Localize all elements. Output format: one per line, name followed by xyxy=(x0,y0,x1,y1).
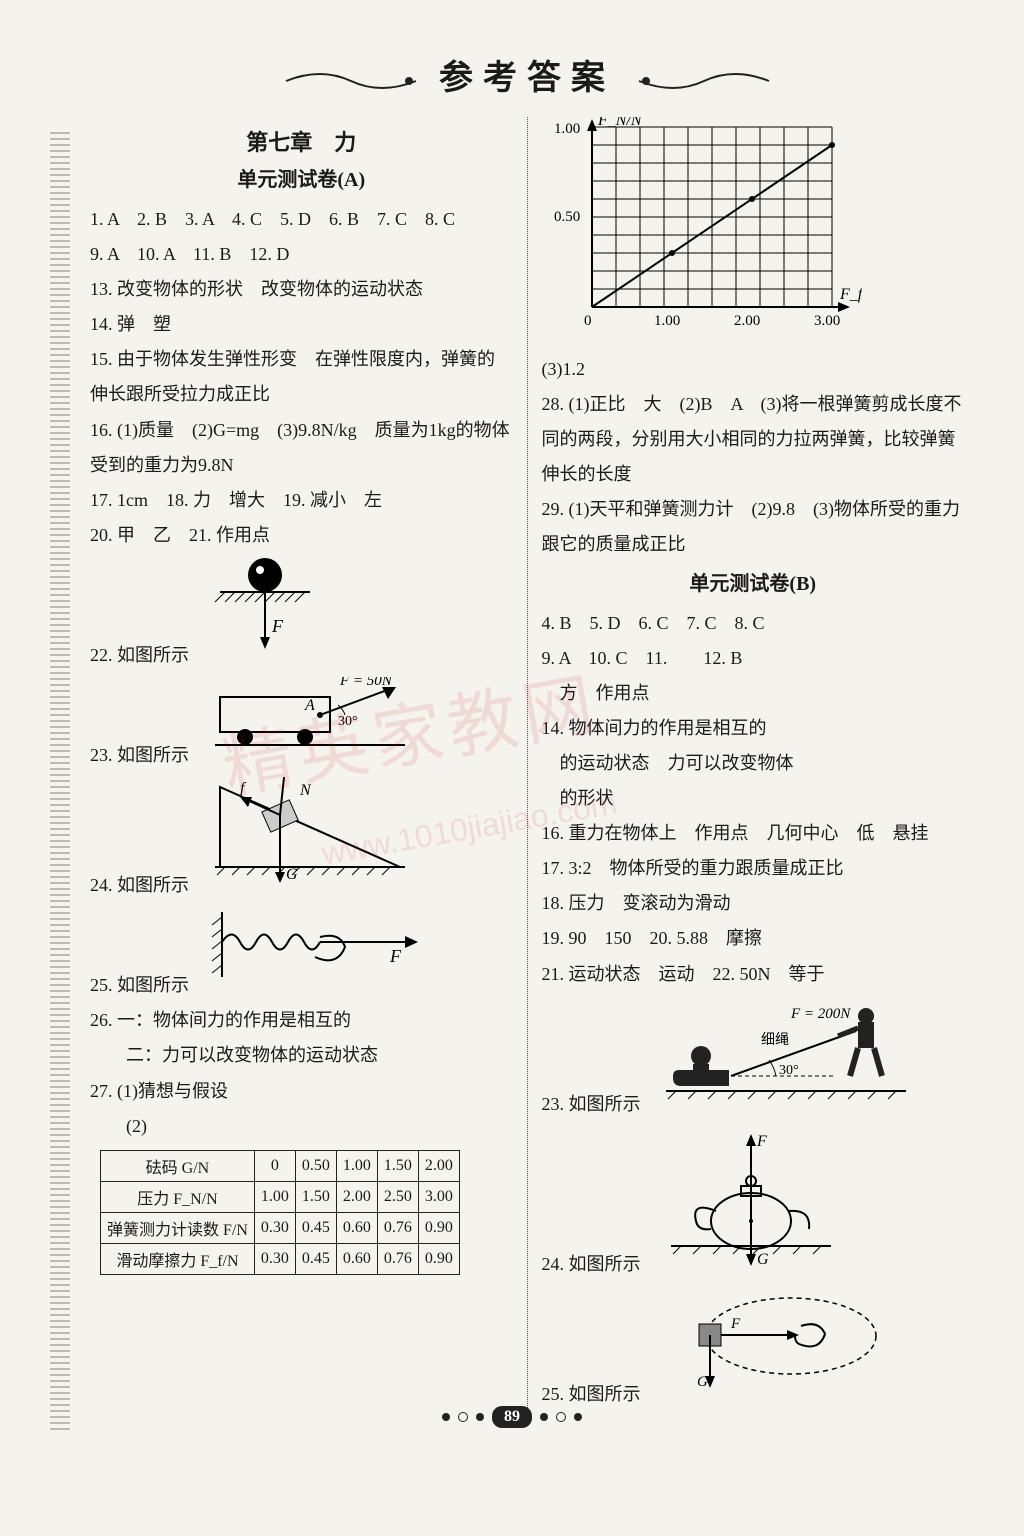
answer-23: 23. 如图所示 A F = 50N 30° xyxy=(90,673,513,773)
answer-28: 28. (1)正比 大 (2)B A (3)将一根弹簧剪成长度不同的两段，分别用… xyxy=(542,387,965,492)
answer-b16: 16. 重力在物体上 作用点 几何中心 低 悬挂 xyxy=(542,816,965,851)
page-footer: 89 xyxy=(0,1406,1024,1428)
answers-b-mc1: 4. B 5. D 6. C 7. C 8. C xyxy=(542,606,965,641)
table-row: 压力 F_N/N1.001.502.002.503.00 xyxy=(101,1181,460,1212)
answer-b24: 24. 如图所示 F G xyxy=(542,1122,965,1282)
svg-text:F: F xyxy=(756,1133,767,1150)
table-27: 砝码 G/N00.501.001.502.00 压力 F_N/N1.001.50… xyxy=(100,1150,460,1275)
answer-b17: 17. 3:2 物体所受的重力跟质量成正比 xyxy=(542,851,965,886)
decorative-border-left xyxy=(50,130,70,1430)
table-row: 滑动摩擦力 F_f/N0.300.450.600.760.90 xyxy=(101,1243,460,1274)
answer-b23: 23. 如图所示 30° 细绳 F = 200N xyxy=(542,992,965,1122)
page-title: 参考答案 xyxy=(90,50,964,99)
svg-text:30°: 30° xyxy=(779,1063,799,1078)
svg-text:细绳: 细绳 xyxy=(761,1032,789,1048)
svg-text:1.00: 1.00 xyxy=(654,313,680,329)
figure-25-spring-icon: F xyxy=(210,907,430,987)
answer-b18: 18. 压力 变滚动为滑动 xyxy=(542,886,965,921)
answer-25: 25. 如图所示 F xyxy=(90,903,513,1003)
svg-text:A: A xyxy=(304,697,315,714)
answer-b19-20: 19. 90 150 20. 5.88 摩擦 xyxy=(542,921,965,956)
answer-26b: 二：力可以改变物体的运动状态 xyxy=(90,1038,513,1073)
answer-20-21: 20. 甲 乙 21. 作用点 xyxy=(90,518,513,553)
svg-text:F: F xyxy=(730,1316,741,1332)
answer-16: 16. (1)质量 (2)G=mg (3)9.8N/kg 质量为1kg的物体受到… xyxy=(90,413,513,483)
svg-text:1.00: 1.00 xyxy=(554,121,580,137)
answers-b-mc2: 9. A 10. C 11. 12. B xyxy=(542,641,965,676)
svg-text:0.50: 0.50 xyxy=(554,209,580,225)
page-number: 89 xyxy=(492,1406,532,1428)
svg-text:F: F xyxy=(389,946,402,966)
svg-text:G: G xyxy=(286,866,298,883)
answer-15: 15. 由于物体发生弹性形变 在弹性限度内，弹簧的伸长跟所受拉力成正比 xyxy=(90,342,513,412)
svg-text:N: N xyxy=(299,782,312,799)
figure-b25-circular-icon: G F xyxy=(661,1286,881,1396)
svg-text:f: f xyxy=(240,780,247,797)
answer-24: 24. 如图所示 G N f xyxy=(90,773,513,903)
chapter-title: 第七章 力 xyxy=(90,125,513,157)
svg-text:F = 50N: F = 50N xyxy=(339,677,393,689)
answer-27b: (2) xyxy=(90,1109,513,1144)
answer-b15c: 的形状 xyxy=(542,781,965,816)
answer-22: 22. 如图所示 F xyxy=(90,553,513,673)
figure-23-cart-icon: A F = 50N 30° xyxy=(210,677,410,757)
answer-b13: 方 作用点 xyxy=(542,676,965,711)
answer-17-19: 17. 1cm 18. 力 增大 19. 减小 左 xyxy=(90,483,513,518)
svg-text:F_f/N: F_f/N xyxy=(839,286,862,303)
ornament-right-icon xyxy=(634,71,774,91)
answer-27a: 27. (1)猜想与假设 xyxy=(90,1074,513,1109)
column-divider xyxy=(527,117,528,1412)
svg-text:G: G xyxy=(757,1251,769,1266)
figure-b24-teapot-icon: F G xyxy=(661,1126,841,1266)
left-column: 第七章 力 单元测试卷(A) 1. A 2. B 3. A 4. C 5. D … xyxy=(90,117,513,1412)
answer-27-3: (3)1.2 xyxy=(542,352,965,387)
svg-text:F = 200N: F = 200N xyxy=(790,1006,851,1022)
test-a-title: 单元测试卷(A) xyxy=(90,163,513,192)
figure-24-incline-icon: G N f xyxy=(210,777,410,887)
answer-26a: 26. 一：物体间力的作用是相互的 xyxy=(90,1003,513,1038)
svg-text:30°: 30° xyxy=(338,714,358,729)
test-b-title: 单元测试卷(B) xyxy=(542,567,965,596)
right-column: 1.00 0.50 0 1.00 2.00 3.00 F_N/N F_f/N (… xyxy=(542,117,965,1412)
answer-b25: 25. 如图所示 G F xyxy=(542,1282,965,1412)
answers-mc-line1: 1. A 2. B 3. A 4. C 5. D 6. B 7. C 8. C xyxy=(90,202,513,237)
figure-chart-fn-ff: 1.00 0.50 0 1.00 2.00 3.00 F_N/N F_f/N xyxy=(542,117,862,347)
figure-22-ball-icon: F xyxy=(210,557,320,657)
answer-b21-22: 21. 运动状态 运动 22. 50N 等于 xyxy=(542,957,965,992)
svg-text:2.00: 2.00 xyxy=(734,313,760,329)
answer-29: 29. (1)天平和弹簧测力计 (2)9.8 (3)物体所受的重力跟它的质量成正… xyxy=(542,492,965,562)
table-row: 弹簧测力计读数 F/N0.300.450.600.760.90 xyxy=(101,1212,460,1243)
answer-13: 13. 改变物体的形状 改变物体的运动状态 xyxy=(90,272,513,307)
answer-14: 14. 弹 塑 xyxy=(90,307,513,342)
svg-text:G: G xyxy=(697,1374,708,1390)
svg-text:0: 0 xyxy=(584,313,592,329)
table-row: 砝码 G/N00.501.001.502.00 xyxy=(101,1150,460,1181)
svg-text:F: F xyxy=(271,616,284,636)
ornament-left-icon xyxy=(281,71,421,91)
answers-mc-line2: 9. A 10. A 11. B 12. D xyxy=(90,237,513,272)
svg-text:3.00: 3.00 xyxy=(814,313,840,329)
figure-b23-sled-icon: 30° 细绳 F = 200N xyxy=(661,996,911,1106)
answer-b14: 14. 物体间力的作用是相互的 xyxy=(542,711,965,746)
svg-text:F_N/N: F_N/N xyxy=(597,117,643,129)
answer-b15: 的运动状态 力可以改变物体 xyxy=(542,746,965,781)
